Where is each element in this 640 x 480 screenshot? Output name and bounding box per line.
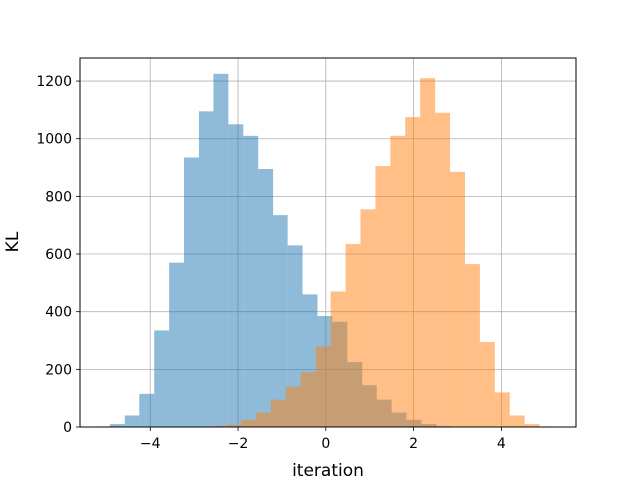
bar-series-1-bin-8 (315, 346, 331, 427)
y-tick-label-4: 800 (45, 189, 72, 205)
bar-series-0-bin-6 (184, 157, 199, 427)
x-tick-label-1: −2 (228, 436, 249, 452)
x-tick-label-3: 2 (409, 436, 418, 452)
bar-series-0-bin-10 (243, 135, 259, 427)
bar-series-0-bin-7 (198, 111, 214, 427)
plot-frame (79, 57, 577, 428)
y-tick-label-5: 1000 (36, 132, 72, 148)
bar-series-0-bin-5 (169, 262, 185, 427)
x-axis-label: iteration (292, 461, 364, 480)
y-axis-ticks: 0 200 400 600 800 1000 1200 (36, 74, 80, 436)
bar-series-1-bin-17 (450, 171, 465, 427)
bar-series-0-bin-9 (228, 124, 244, 427)
y-tick-label-2: 400 (45, 305, 72, 321)
x-axis-ticks: −4 −2 0 2 4 (140, 427, 506, 452)
bar-series-1-bin-5 (270, 399, 286, 427)
bar-series-0-bin-12 (273, 215, 288, 427)
bar-series-1-bin-21 (509, 415, 525, 427)
bar-series-1-bin-4 (256, 412, 271, 427)
bar-series-0-bin-1 (109, 424, 125, 427)
bar-series-1-bin-18 (464, 264, 480, 427)
bar-series-1-bin-10 (345, 243, 361, 427)
bar-series-1-bin-14 (405, 117, 421, 427)
bar-series-0-bin-4 (154, 330, 170, 427)
bar-series-1-bin-20 (494, 392, 510, 427)
bar-series-1-bin-11 (360, 209, 376, 427)
bar-series-1-bin-19 (479, 341, 495, 427)
bar-series-1-bin-3 (241, 419, 257, 427)
bar-series-1-bin-22 (524, 424, 540, 427)
y-tick-label-3: 600 (45, 247, 72, 263)
y-tick-label-6: 1200 (36, 74, 72, 90)
bar-series-1-bin-13 (390, 135, 406, 427)
x-tick-label-0: −4 (140, 436, 161, 452)
histogram-bars (94, 73, 555, 427)
y-tick-label-0: 0 (63, 420, 72, 436)
bar-series-1-bin-6 (285, 386, 301, 427)
bar-series-0-bin-2 (124, 415, 140, 427)
bar-series-0-bin-11 (258, 168, 274, 427)
x-tick-label-4: 4 (497, 436, 506, 452)
bar-series-1-bin-9 (330, 291, 346, 427)
bar-series-1-bin-16 (435, 112, 451, 427)
bar-series-0-bin-3 (139, 393, 155, 427)
y-axis-label: KL (3, 231, 23, 252)
bar-series-1-bin-15 (420, 78, 436, 427)
bar-series-1-bin-2 (226, 424, 242, 427)
bar-series-0-bin-13 (287, 245, 303, 427)
bar-series-1-bin-7 (300, 372, 316, 427)
x-tick-label-2: 0 (321, 436, 330, 452)
bar-series-0-bin-8 (213, 73, 229, 427)
y-tick-label-1: 200 (45, 362, 72, 378)
bar-series-1-bin-12 (375, 166, 391, 427)
